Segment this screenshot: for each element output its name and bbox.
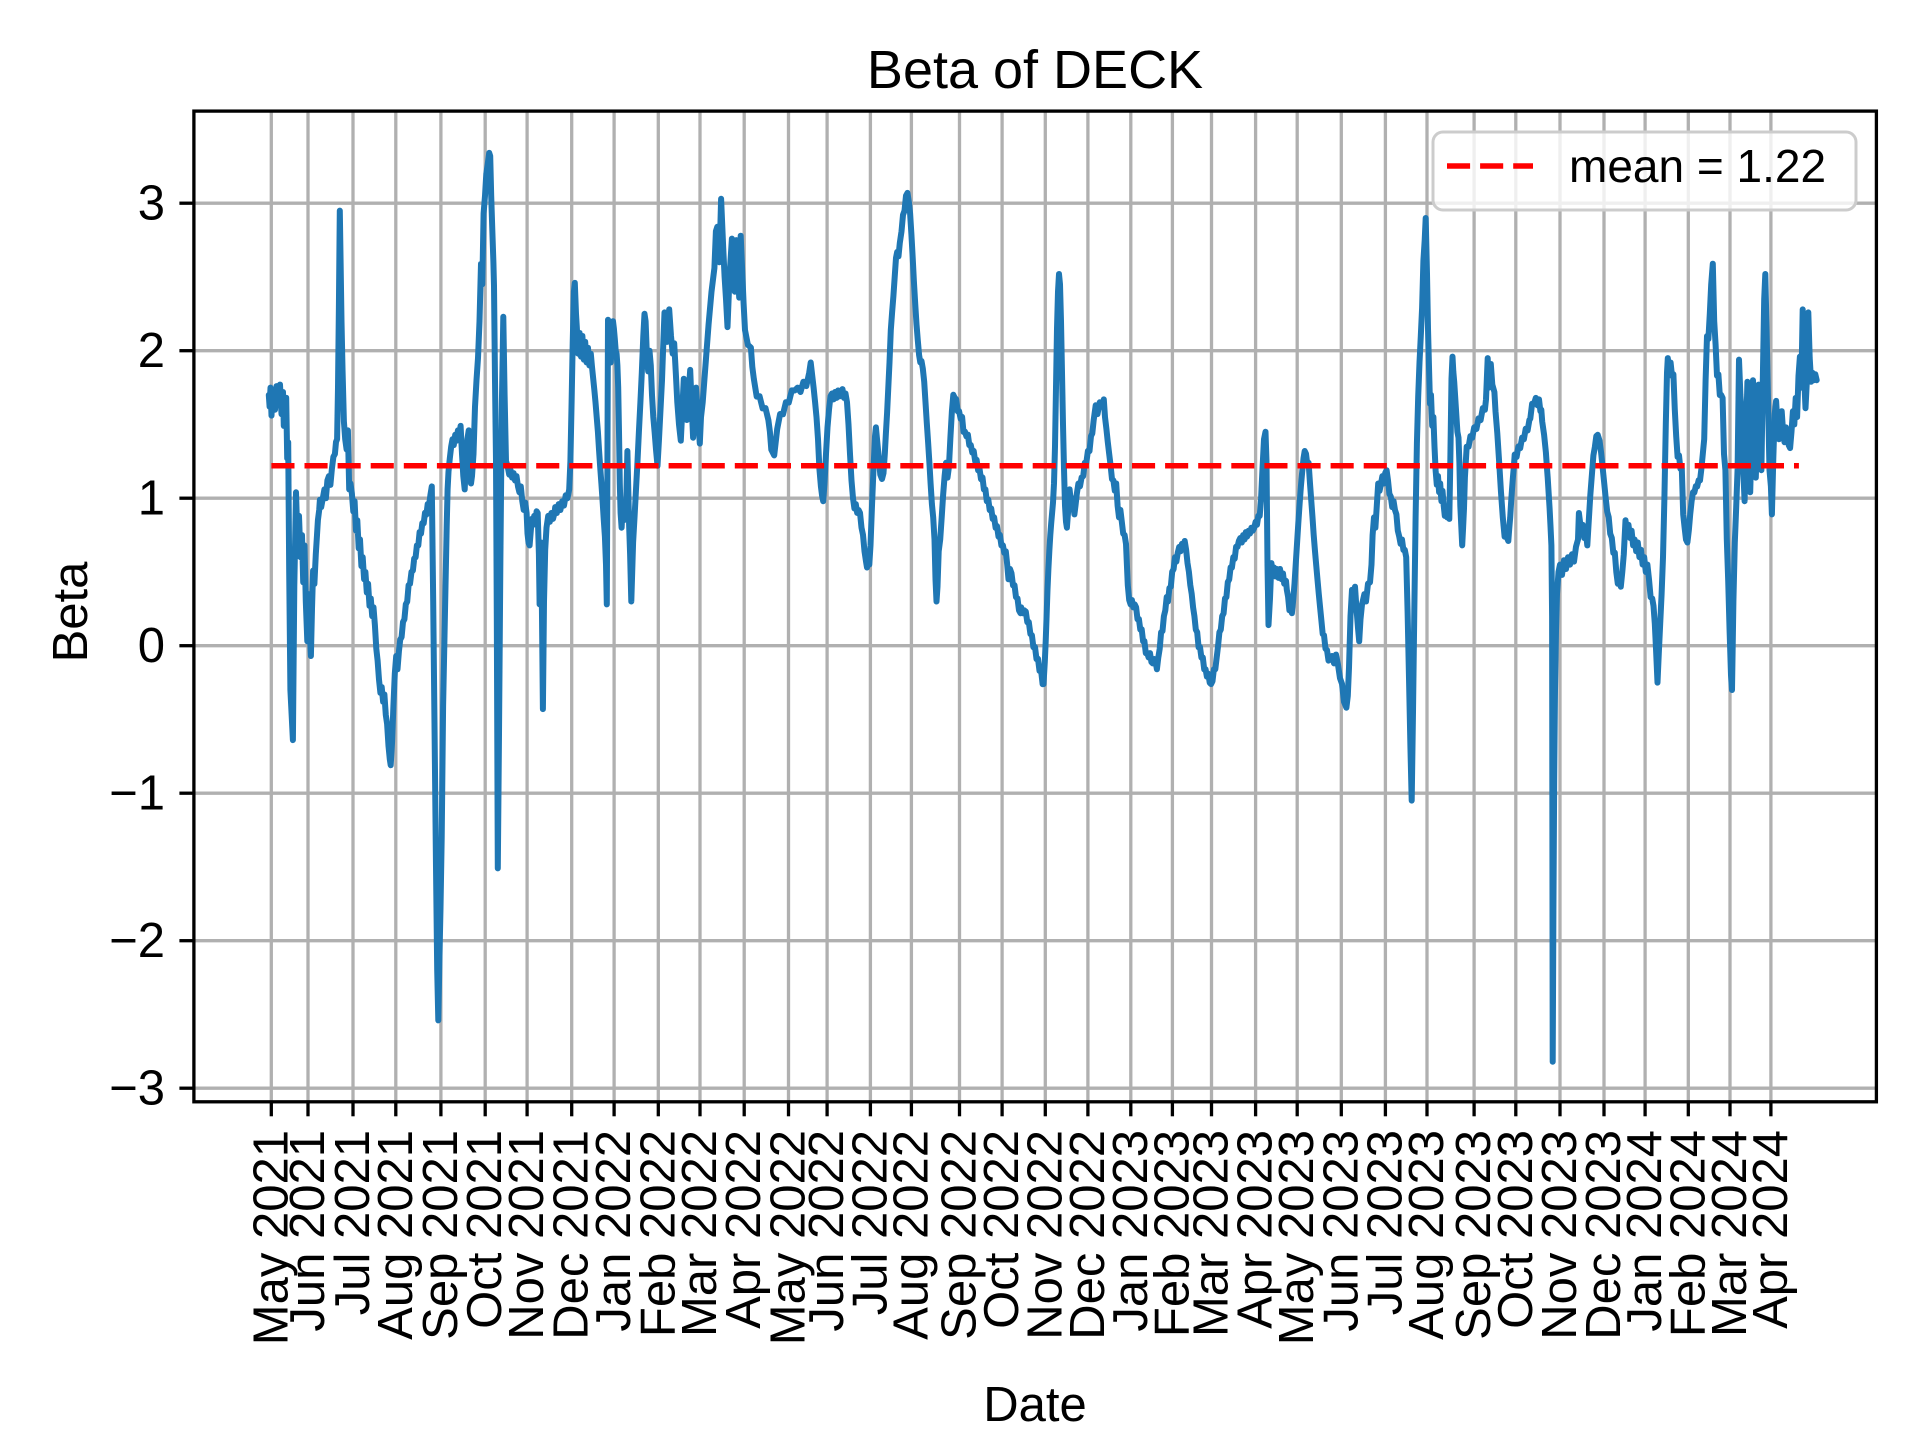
svg-text:Feb 2024: Feb 2024 [1661, 1130, 1715, 1337]
svg-text:Apr 2024: Apr 2024 [1744, 1130, 1798, 1329]
svg-text:Mar 2022: Mar 2022 [673, 1130, 727, 1337]
svg-text:−1: −1 [109, 767, 165, 821]
svg-text:Mar 2023: Mar 2023 [1185, 1130, 1239, 1337]
svg-text:Feb 2022: Feb 2022 [631, 1130, 685, 1337]
svg-text:Dec 2022: Dec 2022 [1061, 1130, 1115, 1340]
svg-text:Nov 2023: Nov 2023 [1533, 1130, 1587, 1340]
svg-text:Jul 2021: Jul 2021 [326, 1130, 380, 1315]
svg-text:Beta of DECK: Beta of DECK [867, 40, 1203, 100]
svg-text:Apr 2023: Apr 2023 [1229, 1130, 1283, 1329]
svg-text:Jun 2022: Jun 2022 [800, 1130, 854, 1332]
svg-text:−3: −3 [109, 1062, 165, 1116]
svg-text:Nov 2022: Nov 2022 [1018, 1130, 1072, 1340]
svg-text:3: 3 [138, 177, 165, 231]
svg-text:Dec 2023: Dec 2023 [1577, 1130, 1631, 1340]
svg-text:Aug 2021: Aug 2021 [369, 1130, 423, 1340]
svg-text:2: 2 [138, 324, 165, 378]
svg-text:Date: Date [983, 1378, 1087, 1432]
svg-text:Jun 2023: Jun 2023 [1314, 1130, 1368, 1332]
svg-text:Oct 2021: Oct 2021 [458, 1130, 512, 1329]
svg-text:May 2022: May 2022 [762, 1130, 816, 1345]
svg-text:Jul 2023: Jul 2023 [1358, 1130, 1412, 1315]
svg-text:Jan 2022: Jan 2022 [587, 1130, 641, 1332]
svg-text:Beta: Beta [44, 561, 98, 663]
svg-text:Dec 2021: Dec 2021 [545, 1130, 599, 1340]
svg-text:Nov 2021: Nov 2021 [500, 1130, 554, 1340]
svg-text:Jul 2022: Jul 2022 [843, 1130, 897, 1315]
svg-text:Feb 2023: Feb 2023 [1145, 1130, 1199, 1337]
svg-text:May 2021: May 2021 [244, 1130, 298, 1345]
svg-text:Apr 2022: Apr 2022 [717, 1130, 771, 1329]
svg-text:0: 0 [138, 619, 165, 673]
svg-text:Jan 2023: Jan 2023 [1104, 1130, 1158, 1332]
svg-text:Sep 2023: Sep 2023 [1447, 1130, 1501, 1340]
svg-text:Mar 2024: Mar 2024 [1703, 1130, 1757, 1337]
svg-text:May 2023: May 2023 [1270, 1130, 1324, 1345]
svg-text:Aug 2022: Aug 2022 [884, 1130, 938, 1340]
svg-text:Oct 2023: Oct 2023 [1489, 1130, 1543, 1329]
svg-text:Aug 2023: Aug 2023 [1400, 1130, 1454, 1340]
svg-text:−2: −2 [109, 914, 165, 968]
svg-text:1: 1 [138, 472, 165, 526]
svg-text:Jun 2021: Jun 2021 [281, 1130, 335, 1332]
svg-text:Sep 2022: Sep 2022 [933, 1130, 987, 1340]
svg-text:mean = 1.22: mean = 1.22 [1569, 140, 1826, 192]
svg-text:Sep 2021: Sep 2021 [414, 1130, 468, 1340]
svg-text:Oct 2022: Oct 2022 [975, 1130, 1029, 1329]
svg-text:Jan 2024: Jan 2024 [1618, 1130, 1672, 1332]
